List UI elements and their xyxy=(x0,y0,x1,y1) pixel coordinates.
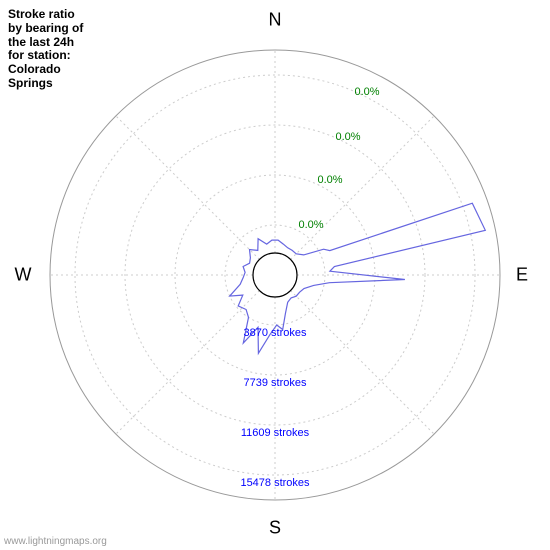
cardinal-w: W xyxy=(15,265,32,286)
grid-spoke xyxy=(291,291,435,435)
cardinal-e: E xyxy=(516,265,528,286)
ring-percent-label: 0.0% xyxy=(298,219,323,231)
grid-spoke xyxy=(116,116,260,260)
ring-percent-label: 0.0% xyxy=(335,131,360,143)
ring-stroke-label: 15478 strokes xyxy=(240,477,309,489)
center-circle xyxy=(253,253,297,297)
grid-spoke xyxy=(291,116,435,260)
ring-percent-label: 0.0% xyxy=(354,86,379,98)
ring-percent-label: 0.0% xyxy=(317,174,342,186)
grid-spoke xyxy=(116,291,260,435)
cardinal-s: S xyxy=(269,518,281,539)
ring-stroke-label: 7739 strokes xyxy=(244,377,307,389)
ring-stroke-label: 11609 strokes xyxy=(241,427,309,439)
chart-canvas: Stroke ratio by bearing of the last 24h … xyxy=(0,0,550,550)
polar-plot xyxy=(0,0,550,550)
cardinal-n: N xyxy=(269,10,282,31)
ring-stroke-label: 3870 strokes xyxy=(244,327,307,339)
attribution-text: www.lightningmaps.org xyxy=(4,536,107,547)
